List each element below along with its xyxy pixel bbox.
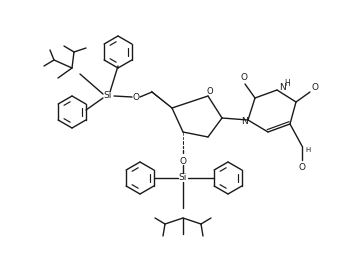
Text: O: O <box>240 72 247 82</box>
Text: N: N <box>241 118 249 126</box>
Text: O: O <box>132 92 139 102</box>
Text: H: H <box>305 147 311 153</box>
Text: O: O <box>207 87 213 96</box>
Text: N: N <box>279 83 285 91</box>
Polygon shape <box>151 91 172 108</box>
Text: Si: Si <box>179 173 187 183</box>
Text: Si: Si <box>104 91 112 101</box>
Text: O: O <box>179 156 186 166</box>
Text: O: O <box>311 84 318 92</box>
Text: H: H <box>284 80 290 88</box>
Text: O: O <box>298 164 305 172</box>
